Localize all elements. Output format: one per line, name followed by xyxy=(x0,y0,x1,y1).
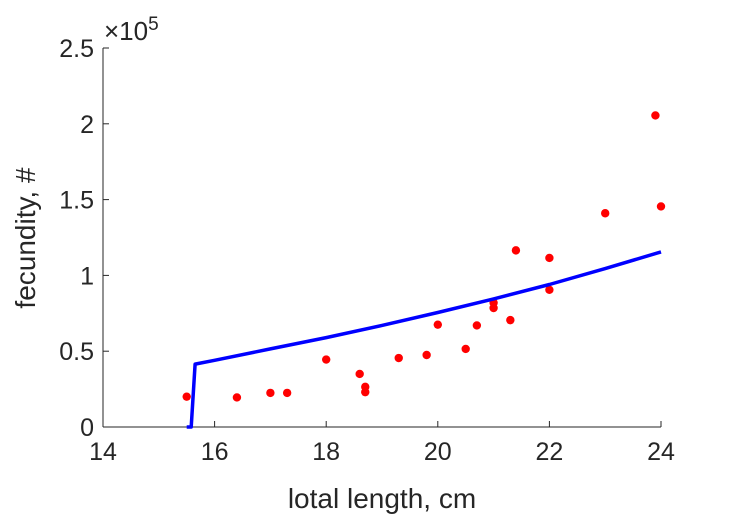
data-point xyxy=(472,321,482,330)
y-tick-label: 1 xyxy=(80,262,94,290)
data-point xyxy=(282,388,292,398)
data-point xyxy=(651,111,660,120)
data-point xyxy=(182,392,191,401)
y-axis-exponent: ×105 xyxy=(104,14,159,46)
y-axis-exponent-power: 5 xyxy=(148,14,159,35)
y-tick-label: 2.5 xyxy=(59,35,94,63)
data-point xyxy=(361,387,370,397)
data-point xyxy=(422,350,431,360)
chart-marks xyxy=(182,111,666,429)
data-point xyxy=(601,209,610,218)
data-point xyxy=(545,285,554,295)
y-axis-title: fecundity, # xyxy=(10,167,41,309)
axis-labels: lotal length, cm fecundity, # ×105 xyxy=(10,14,476,514)
data-point xyxy=(489,303,498,313)
data-point xyxy=(656,202,666,211)
x-tick-label: 24 xyxy=(647,438,675,466)
axes: 14 16 18 20 22 24 0 0.5 1 1.5 2 2.5 xyxy=(59,35,675,466)
data-point xyxy=(232,393,242,402)
y-tick-label: 1.5 xyxy=(59,187,94,215)
data-point xyxy=(266,388,275,398)
data-point xyxy=(394,353,403,363)
data-point xyxy=(506,315,515,325)
data-point xyxy=(511,246,521,255)
data-point xyxy=(322,355,331,364)
data-point xyxy=(461,344,470,354)
data-point xyxy=(545,253,554,263)
data-point xyxy=(433,320,442,329)
x-axis-title: lotal length, cm xyxy=(288,483,476,514)
y-axis-exponent-base: ×10 xyxy=(104,16,148,46)
x-tick-label: 18 xyxy=(312,438,340,466)
x-tick-label: 14 xyxy=(89,438,117,466)
y-tick-label: 2 xyxy=(80,111,94,139)
y-tick-label: 0.5 xyxy=(59,338,94,366)
fit-curve xyxy=(186,250,662,429)
y-tick-label: 0 xyxy=(80,414,94,442)
data-point xyxy=(355,369,364,379)
x-tick-label: 22 xyxy=(535,438,563,466)
x-tick-label: 20 xyxy=(424,438,452,466)
x-tick-label: 16 xyxy=(201,438,229,466)
